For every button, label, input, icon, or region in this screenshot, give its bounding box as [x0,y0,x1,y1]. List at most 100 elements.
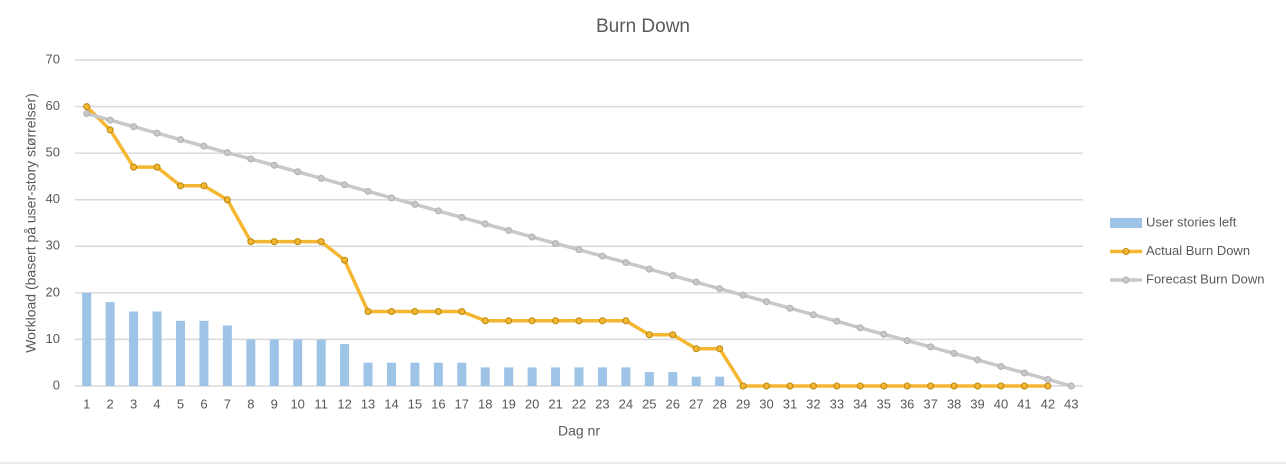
x-tick-label: 36 [900,396,914,411]
line-marker [809,382,817,390]
x-tick-label: 6 [200,396,207,411]
legend-label: Actual Burn Down [1146,243,1250,258]
x-tick-label: 7 [224,396,231,411]
line-marker [411,200,419,208]
x-tick-label: 1 [83,396,90,411]
x-tick-label: 20 [525,396,539,411]
line-marker [950,382,958,390]
line-marker [223,149,231,157]
x-tick-label: 25 [642,396,656,411]
legend-swatch [1122,276,1130,284]
line-marker [763,382,771,390]
line-marker [153,163,161,171]
x-tick-label: 27 [689,396,703,411]
x-tick-label: 14 [384,396,398,411]
bar [246,339,256,386]
x-tick-label: 2 [107,396,114,411]
x-tick-label: 40 [994,396,1008,411]
line-marker [223,196,231,204]
line-marker [552,239,560,247]
x-tick-label: 19 [501,396,515,411]
bar [504,367,514,386]
x-tick-label: 11 [314,396,328,411]
line-marker [387,194,395,202]
bar [129,311,139,386]
line-marker [130,163,138,171]
line-marker [786,304,794,312]
line-marker [434,307,442,315]
legend-label: User stories left [1146,214,1237,229]
line-marker [270,238,278,246]
x-tick-label: 41 [1017,396,1031,411]
y-tick-label: 20 [46,284,60,299]
x-tick-label: 39 [970,396,984,411]
x-tick-label: 21 [548,396,562,411]
line [85,105,1048,388]
y-tick-label: 0 [53,377,60,392]
x-tick-label: 24 [619,396,633,411]
x-tick-label: 35 [877,396,891,411]
line-marker [809,311,817,319]
bar [222,325,232,386]
line-marker [575,317,583,325]
line-marker [692,278,700,286]
line-marker [341,181,349,189]
line-marker [411,307,419,315]
bar [644,372,654,386]
y-tick-label: 50 [46,145,60,160]
y-tick-label: 70 [46,51,60,66]
x-tick-label: 42 [1041,396,1055,411]
x-tick-label: 15 [408,396,422,411]
line-marker [669,272,677,280]
line-marker [974,382,982,390]
x-tick-label: 16 [431,396,445,411]
y-tick-label: 10 [46,331,60,346]
bar [386,362,396,386]
bar [199,320,209,386]
x-tick-label: 29 [736,396,750,411]
bar [410,362,420,386]
y-tick-label: 40 [46,191,60,206]
line-marker [669,331,677,339]
line-marker [716,285,724,293]
line-marker [200,142,208,150]
x-tick-label: 3 [130,396,137,411]
bar [340,344,350,386]
x-tick-label: 12 [337,396,351,411]
bar [175,320,185,386]
line-marker [364,307,372,315]
line-marker [903,337,911,345]
line-marker [247,238,255,246]
bar [293,339,303,386]
line-marker [481,317,489,325]
bar [82,292,92,386]
legend-label: Forecast Burn Down [1146,271,1265,286]
line-marker [176,136,184,144]
x-tick-label: 33 [830,396,844,411]
line-marker [622,317,630,325]
x-axis-label: Dag nr [558,423,600,439]
line-marker [505,317,513,325]
line-marker [997,382,1005,390]
x-tick-label: 34 [853,396,867,411]
line-marker [1067,382,1075,390]
line-marker [927,382,935,390]
line-marker [645,331,653,339]
line-marker [833,317,841,325]
x-tick-label: 32 [806,396,820,411]
line-marker [598,252,606,260]
line-marker [598,317,606,325]
bar [527,367,537,386]
x-tick-label: 23 [595,396,609,411]
x-tick-label: 10 [290,396,304,411]
x-tick-label: 37 [923,396,937,411]
bar [105,302,115,386]
line-marker [880,382,888,390]
y-tick-label: 60 [46,98,60,113]
line-marker [833,382,841,390]
x-tick-label: 22 [572,396,586,411]
bar [668,372,678,386]
line-marker [786,382,794,390]
x-tick-label: 8 [247,396,254,411]
